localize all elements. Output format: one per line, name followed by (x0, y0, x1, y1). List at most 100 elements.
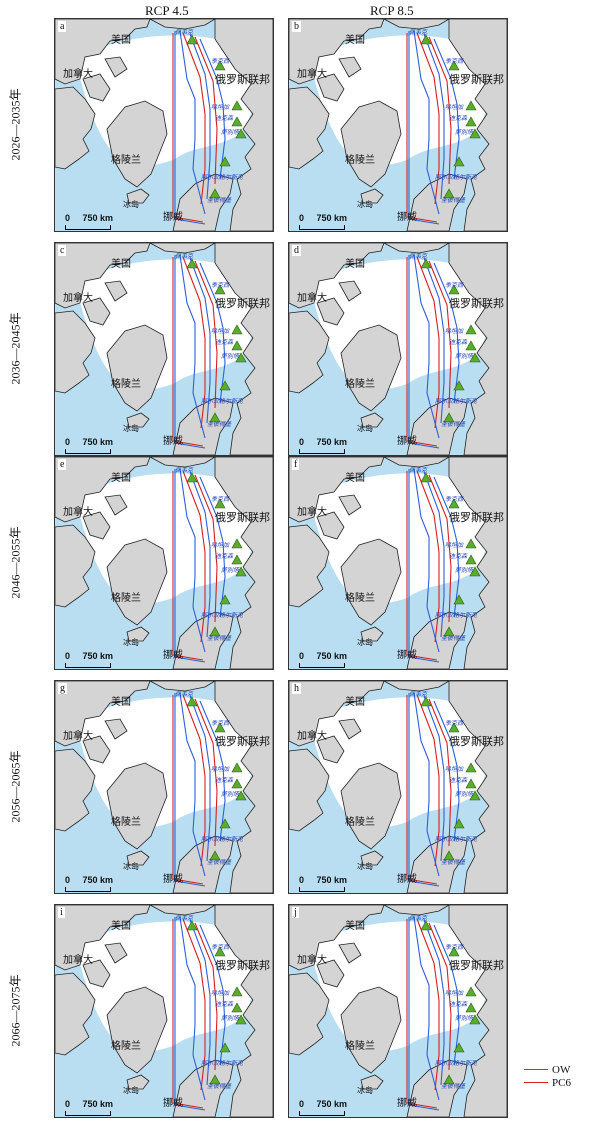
label-usa: 美国 (111, 473, 131, 484)
label-iceland: 冰岛 (123, 638, 139, 647)
label-usa: 美国 (345, 921, 365, 932)
port-dikson: 迪克森 (215, 1001, 234, 1008)
land-archipelago (55, 942, 128, 1056)
port-arkhangelsk: 阿尔汉格尔斯克 (201, 174, 244, 181)
route-ow (189, 919, 211, 1086)
port-pevek: 佩韦克 (175, 691, 194, 698)
land-greenland (106, 324, 168, 412)
scale-bar: 0 750 km (299, 651, 348, 668)
port-pevek: 佩韦克 (175, 29, 194, 36)
port-marker-triangle (448, 498, 460, 509)
port-khatanga: 哈坦加 (445, 328, 464, 335)
port-pevek: 佩韦克 (175, 915, 194, 922)
land-archipelago (55, 56, 128, 170)
land-canada (55, 19, 151, 85)
label-norway: 挪威 (397, 650, 417, 661)
label-norway: 挪威 (163, 1098, 183, 1109)
port-markers (186, 472, 247, 637)
route-pc6 (416, 470, 440, 643)
port-pevek: 佩韦克 (409, 253, 428, 260)
port-arkhangelsk: 阿尔汉格尔斯克 (201, 1060, 244, 1067)
route-pc6 (428, 260, 452, 409)
arctic-map (289, 681, 507, 893)
shipping-routes (172, 916, 226, 1111)
port-markers (420, 34, 481, 199)
port-dikson: 迪克森 (215, 115, 234, 122)
scale-bar: 0 750 km (65, 875, 113, 892)
port-marker-triangle (219, 594, 231, 605)
port-marker-triangle (231, 340, 243, 351)
route-pc6 (172, 471, 204, 661)
land-greenland (106, 538, 168, 626)
route-ow (189, 471, 211, 638)
port-marker-triangle (209, 850, 221, 861)
port-tiksi: 季克西 (445, 282, 464, 289)
arctic-map (55, 457, 273, 669)
label-canada: 加拿大 (297, 955, 327, 966)
port-st-petersburg: 圣彼得堡 (207, 421, 232, 428)
label-iceland: 冰岛 (123, 862, 139, 871)
port-st-petersburg: 圣彼得堡 (441, 635, 466, 642)
port-marker-triangle (448, 60, 460, 71)
port-marker-triangle (453, 594, 465, 605)
route-ow (199, 924, 226, 1066)
arctic-map (55, 905, 273, 1117)
label-usa: 美国 (111, 697, 131, 708)
map-panel-h: h 美国 加拿大 俄罗斯联邦 格陵兰 冰岛 挪威 佩韦克 季克西 哈坦加 迪克森… (288, 680, 508, 894)
legend-item-pc6: PC6 (524, 1076, 571, 1089)
label-iceland: 冰岛 (357, 862, 373, 871)
port-sabetta: 萨别塔 (455, 129, 474, 136)
land-alaska (149, 19, 216, 30)
port-marker-triangle (465, 778, 477, 789)
label-canada: 加拿大 (63, 507, 93, 518)
port-khatanga: 哈坦加 (445, 766, 464, 773)
route-pc6 (428, 922, 452, 1071)
port-markers (186, 34, 247, 199)
scale-label: 750 km (316, 651, 348, 661)
route-pc6 (182, 32, 206, 205)
label-greenland: 格陵兰 (345, 379, 375, 390)
land-russia (214, 457, 273, 669)
label-greenland: 格陵兰 (345, 1041, 375, 1052)
panel-letter: b (292, 21, 301, 32)
port-marker-triangle (465, 1002, 477, 1013)
port-khatanga: 哈坦加 (211, 542, 230, 549)
land-archipelago (289, 280, 362, 394)
map-panel-f: f 美国 加拿大 俄罗斯联邦 格陵兰 冰岛 挪威 佩韦克 季克西 哈坦加 迪克森… (288, 456, 508, 670)
shipping-routes (172, 254, 226, 449)
port-sabetta: 萨别塔 (455, 1015, 474, 1022)
port-khatanga: 哈坦加 (211, 990, 230, 997)
map-panel-b: b 美国 加拿大 俄罗斯联邦 格陵兰 冰岛 挪威 佩韦克 季克西 哈坦加 迪克森… (288, 18, 508, 232)
port-marker-triangle (420, 920, 432, 931)
label-greenland: 格陵兰 (111, 155, 141, 166)
port-st-petersburg: 圣彼得堡 (441, 859, 466, 866)
land-greenland (106, 986, 168, 1074)
scale-zero: 0 (65, 1099, 71, 1109)
port-st-petersburg: 圣彼得堡 (207, 859, 232, 866)
land-iceland (126, 850, 150, 866)
scale-bar: 0 750 km (65, 213, 113, 230)
arctic-map (55, 243, 273, 455)
label-norway: 挪威 (163, 650, 183, 661)
panel-letter: c (58, 245, 67, 256)
route-pc6 (428, 698, 452, 847)
route-pc6 (194, 474, 218, 623)
port-marker-triangle (186, 258, 198, 269)
port-marker-triangle (186, 696, 198, 707)
route-ow (423, 919, 445, 1086)
land-alaska (383, 19, 450, 30)
port-marker-triangle (443, 188, 455, 199)
land-iceland (360, 412, 384, 428)
land-iceland (360, 850, 384, 866)
port-st-petersburg: 圣彼得堡 (441, 1083, 466, 1090)
row-label-period-5: 2066—2075年 (8, 973, 23, 1047)
port-markers (420, 472, 481, 637)
column-header-rcp45: RCP 4.5 (145, 3, 189, 18)
scale-label: 750 km (316, 875, 348, 885)
scale-bar: 0 750 km (299, 213, 347, 230)
port-marker-triangle (186, 34, 198, 45)
route-pc6 (406, 471, 438, 661)
arctic-map (289, 243, 507, 455)
port-marker-triangle (231, 762, 243, 773)
route-ow (174, 255, 206, 449)
